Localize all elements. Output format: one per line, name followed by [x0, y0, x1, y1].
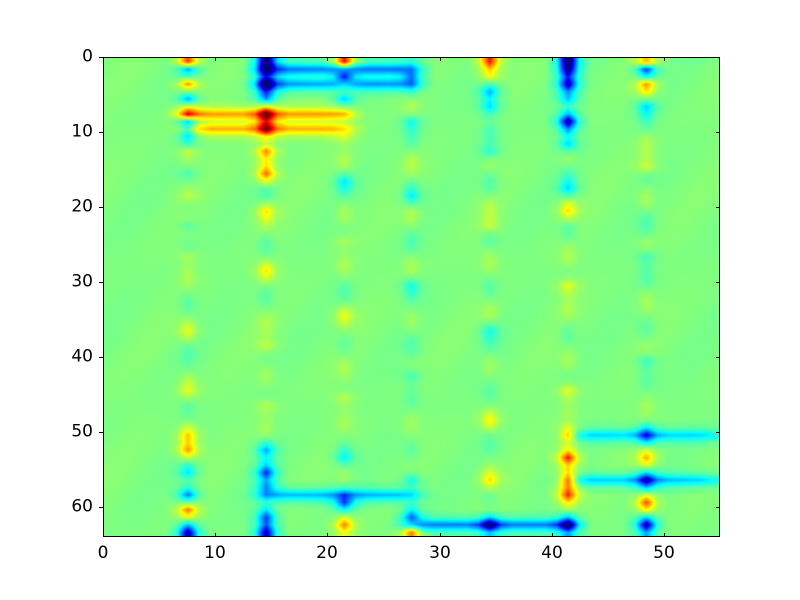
heatmap-image — [104, 58, 719, 536]
y-tick-mark — [99, 357, 103, 358]
y-tick-mark-right — [716, 207, 720, 208]
x-tick-mark-top — [552, 57, 553, 61]
y-tick-mark-right — [716, 357, 720, 358]
y-tick-label: 10 — [71, 121, 93, 142]
y-tick-label: 0 — [82, 46, 93, 67]
x-tick-mark-top — [327, 57, 328, 61]
heatmap-axes — [103, 57, 720, 537]
x-tick-label: 0 — [97, 543, 109, 563]
x-tick-mark — [552, 533, 553, 537]
y-tick-mark — [99, 132, 103, 133]
y-tick-label: 50 — [71, 421, 93, 442]
y-tick-mark-right — [716, 282, 720, 283]
x-tick-label: 20 — [316, 543, 338, 563]
y-tick-mark-right — [716, 507, 720, 508]
y-tick-mark-right — [716, 132, 720, 133]
y-tick-mark — [99, 57, 103, 58]
x-tick-mark-top — [103, 57, 104, 61]
x-tick-mark-top — [664, 57, 665, 61]
x-tick-label: 30 — [429, 543, 451, 563]
x-tick-mark-top — [440, 57, 441, 61]
x-tick-mark — [664, 533, 665, 537]
x-tick-mark — [327, 533, 328, 537]
y-tick-mark — [99, 432, 103, 433]
y-tick-mark-right — [716, 57, 720, 58]
y-tick-label: 20 — [71, 196, 93, 217]
x-tick-label: 40 — [541, 543, 563, 563]
y-tick-mark — [99, 282, 103, 283]
y-tick-mark-right — [716, 432, 720, 433]
x-tick-mark-top — [215, 57, 216, 61]
x-tick-label: 10 — [204, 543, 226, 563]
x-tick-mark — [440, 533, 441, 537]
y-tick-mark — [99, 207, 103, 208]
y-tick-mark — [99, 507, 103, 508]
y-tick-label: 30 — [71, 271, 93, 292]
x-tick-label: 50 — [653, 543, 675, 563]
x-tick-mark — [103, 533, 104, 537]
x-tick-mark — [215, 533, 216, 537]
y-tick-label: 60 — [71, 496, 93, 517]
y-tick-label: 40 — [71, 346, 93, 367]
